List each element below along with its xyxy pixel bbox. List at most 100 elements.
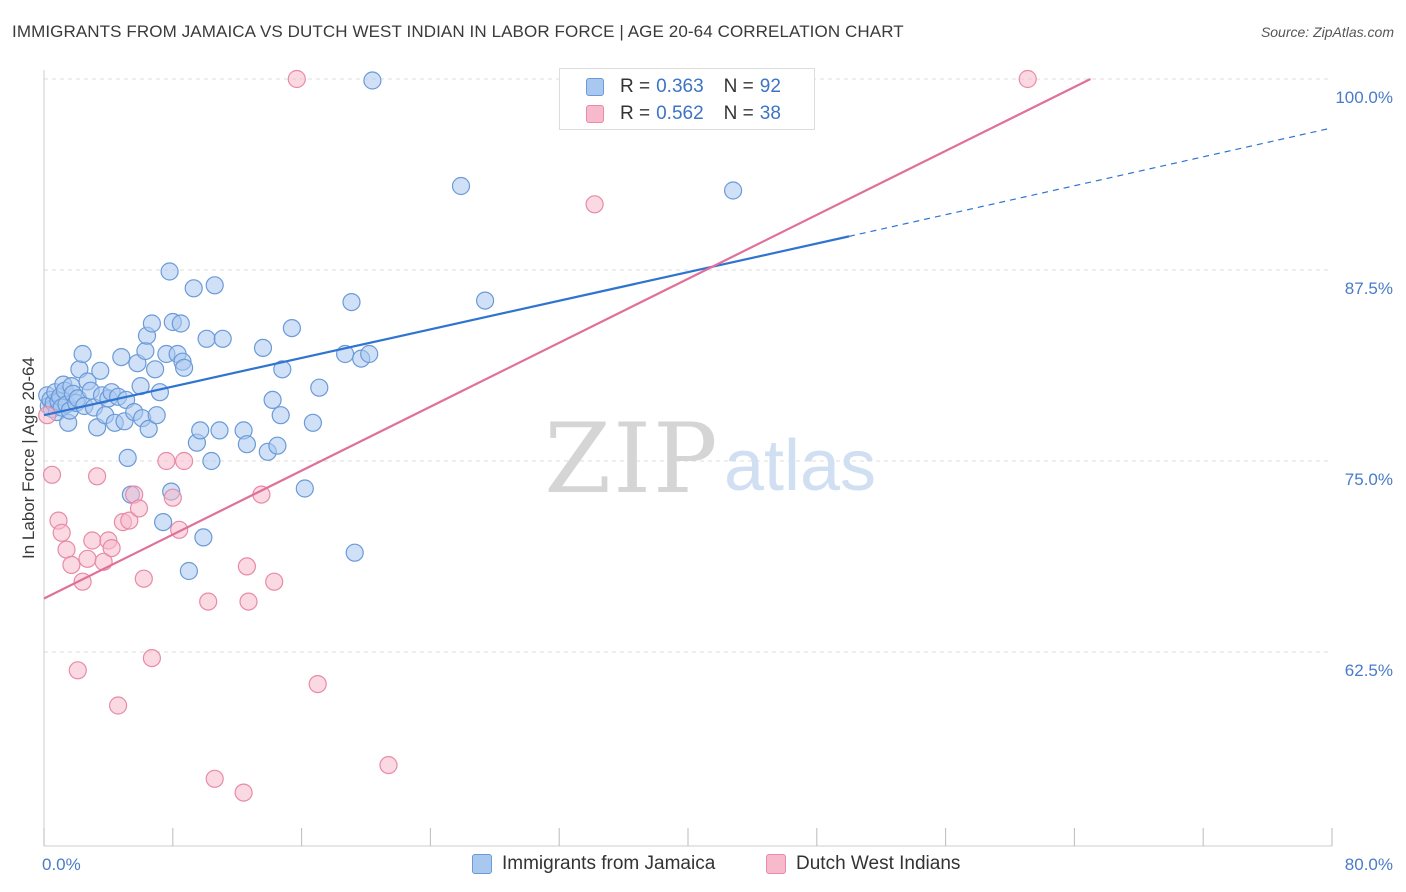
point-jamaica xyxy=(345,543,364,562)
point-dutch xyxy=(129,499,149,518)
point-jamaica xyxy=(146,360,165,379)
point-dutch xyxy=(170,520,189,539)
point-dutch xyxy=(308,674,327,694)
series-swatch-dutch xyxy=(766,854,786,874)
point-dutch xyxy=(102,538,121,558)
legend-swatch-jamaica xyxy=(586,78,604,96)
point-jamaica xyxy=(184,279,203,298)
point-dutch xyxy=(52,523,71,542)
point-jamaica xyxy=(175,358,194,377)
point-jamaica xyxy=(263,390,282,409)
point-jamaica xyxy=(171,314,190,333)
point-jamaica xyxy=(295,479,314,498)
point-dutch xyxy=(163,488,182,507)
point-jamaica xyxy=(273,360,292,379)
point-jamaica xyxy=(147,406,166,425)
point-jamaica xyxy=(139,419,158,438)
point-jamaica xyxy=(191,421,210,440)
point-jamaica xyxy=(723,181,743,200)
point-dutch xyxy=(42,465,62,484)
point-dutch xyxy=(199,592,218,611)
point-jamaica xyxy=(271,406,290,425)
x-tick-label: 80.0% xyxy=(1345,855,1393,874)
x-tick-label: 0.0% xyxy=(42,855,81,874)
y-tick-label: 100.0% xyxy=(1335,88,1393,107)
point-dutch xyxy=(237,557,256,576)
watermark: ZIP atlas xyxy=(544,403,876,515)
legend-r-label: R = xyxy=(620,103,651,124)
point-dutch xyxy=(108,696,128,715)
point-jamaica xyxy=(205,276,224,295)
legend-r-value: 0.363 xyxy=(656,76,704,97)
point-jamaica xyxy=(253,338,273,357)
point-jamaica xyxy=(91,361,110,380)
point-jamaica xyxy=(154,512,173,532)
point-jamaica xyxy=(451,176,471,196)
point-jamaica xyxy=(476,291,495,310)
y-tick-label: 62.5% xyxy=(1345,661,1393,680)
legend-r-label: R = xyxy=(620,76,651,97)
point-dutch xyxy=(175,451,194,471)
point-jamaica xyxy=(210,421,229,440)
trendline-dutch xyxy=(43,78,1091,600)
points-layer xyxy=(38,69,1037,802)
legend-n-value: 92 xyxy=(759,76,781,97)
point-dutch xyxy=(239,592,258,611)
point-jamaica xyxy=(303,413,322,432)
point-dutch xyxy=(68,661,87,680)
legend-n-value: 38 xyxy=(759,103,781,124)
point-jamaica xyxy=(237,435,256,454)
point-dutch xyxy=(265,572,284,591)
point-jamaica xyxy=(202,451,221,471)
point-jamaica xyxy=(194,528,213,547)
series-legend: Immigrants from Jamaica Dutch West India… xyxy=(0,852,1406,878)
trend-layer xyxy=(43,78,1333,600)
series-legend-dutch[interactable]: Dutch West Indians xyxy=(766,852,960,876)
point-jamaica xyxy=(197,329,216,348)
point-dutch xyxy=(87,467,107,486)
y-tick-label: 75.0% xyxy=(1345,470,1393,489)
series-label-dutch: Dutch West Indians xyxy=(796,853,961,874)
legend-row-jamaica: R = 0.363 N = 92 xyxy=(586,76,781,98)
y-tick-label: 87.5% xyxy=(1345,279,1393,298)
point-dutch xyxy=(157,451,176,471)
source-label: Source: ZipAtlas.com xyxy=(1260,24,1394,40)
legend-n-label: N = xyxy=(723,76,754,97)
point-dutch xyxy=(234,783,253,802)
point-jamaica xyxy=(118,448,137,467)
legend-row-dutch: R = 0.562 N = 38 xyxy=(586,103,781,125)
point-jamaica xyxy=(310,378,329,397)
watermark-zip: ZIP xyxy=(544,403,719,515)
point-dutch xyxy=(287,69,306,89)
point-jamaica xyxy=(268,436,287,455)
point-jamaica xyxy=(213,329,232,348)
point-dutch xyxy=(83,531,102,550)
point-jamaica xyxy=(73,344,92,364)
point-dutch xyxy=(205,769,224,788)
point-dutch xyxy=(57,540,76,559)
series-legend-jamaica[interactable]: Immigrants from Jamaica xyxy=(472,852,715,876)
point-dutch xyxy=(585,195,604,214)
point-dutch xyxy=(62,555,81,575)
point-dutch xyxy=(78,549,97,568)
point-jamaica xyxy=(363,71,382,90)
point-jamaica xyxy=(342,293,361,312)
trendline-jamaica-extension xyxy=(848,127,1333,237)
point-dutch xyxy=(134,569,153,588)
labels-layer: 62.5% 75.0% 87.5% 100.0% 0.0% 80.0% In Labor F… xyxy=(19,88,1393,874)
point-jamaica xyxy=(112,348,131,367)
point-dutch xyxy=(379,755,398,775)
point-jamaica xyxy=(142,314,161,333)
point-jamaica xyxy=(136,341,155,361)
point-jamaica xyxy=(160,262,179,281)
correlation-legend: R = 0.363 N = 92 R = 0.562 N = 38 xyxy=(559,68,815,130)
point-jamaica xyxy=(360,344,379,364)
point-dutch xyxy=(120,511,139,530)
point-dutch xyxy=(1018,69,1037,89)
chart-title: IMMIGRANTS FROM JAMAICA VS DUTCH WEST IN… xyxy=(12,22,904,41)
grid-layer xyxy=(44,78,1332,653)
legend-n-label: N = xyxy=(723,103,754,124)
point-jamaica xyxy=(179,561,198,581)
y-axis-label: In Labor Force | Age 20-64 xyxy=(19,357,38,559)
